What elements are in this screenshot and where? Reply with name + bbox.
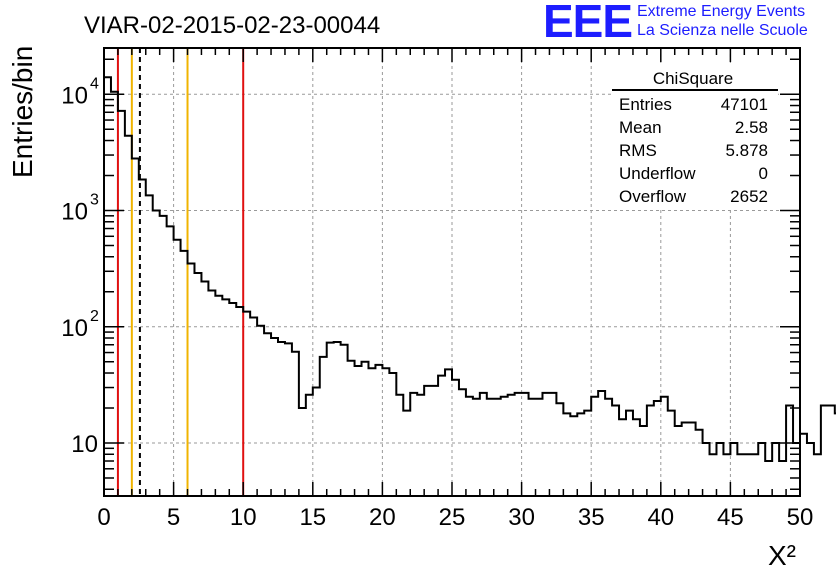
y-axis-label: Entries/bin — [7, 46, 38, 178]
x-tick-label: 30 — [508, 504, 535, 531]
x-tick-label: 10 — [230, 504, 257, 531]
stats-row-label: RMS — [619, 141, 657, 160]
x-tick-label: 5 — [167, 504, 180, 531]
histogram-step-line — [104, 76, 836, 463]
x-tick-label: 35 — [578, 504, 605, 531]
stats-row-value: 0 — [759, 164, 768, 183]
y-tick-label: 10 4 — [61, 75, 99, 109]
stats-box: ChiSquare Entries 47101 Mean 2.58 RMS 5.878 Un… — [612, 66, 778, 210]
y-tick-label-exponent: 3 — [90, 192, 99, 209]
x-tick-label: 15 — [299, 504, 326, 531]
stats-row-value: 5.878 — [725, 141, 768, 160]
x-tick-label: 40 — [647, 504, 674, 531]
stats-row-label: Overflow — [619, 187, 687, 206]
stats-row-value: 47101 — [721, 95, 768, 114]
y-tick-label-base: 10 — [61, 82, 88, 109]
x-tick-label: 50 — [787, 504, 814, 531]
y-tick-label: 10 3 — [61, 192, 99, 226]
y-tick-label-exponent: 4 — [90, 75, 99, 92]
y-tick-label-exponent: 2 — [90, 308, 99, 325]
stats-box-title: ChiSquare — [653, 69, 733, 88]
x-tick-label: 0 — [97, 504, 110, 531]
y-tick-label: 10 2 — [61, 308, 99, 342]
eee-logo-mark: EEE — [543, 0, 633, 47]
x-tick-label: 45 — [717, 504, 744, 531]
reference-lines — [116, 48, 245, 496]
x-tick-label: 25 — [439, 504, 466, 531]
chart-title: VIAR-02-2015-02-23-00044 — [84, 12, 380, 39]
x-axis-label: X² — [768, 540, 796, 571]
stats-row-label: Mean — [619, 118, 662, 137]
x-tick-labels: 0 5 10 15 20 25 30 35 40 45 50 — [97, 504, 813, 531]
y-tick-label: 10 — [71, 431, 98, 458]
logo-line-1: Extreme Energy Events — [637, 3, 806, 20]
y-tick-label-base: 10 — [61, 315, 88, 342]
y-tick-label-base: 10 — [71, 431, 98, 458]
stats-row-value: 2.58 — [735, 118, 768, 137]
x-tick-label: 20 — [369, 504, 396, 531]
logo-line-2: La Scienza nelle Scuole — [637, 22, 808, 39]
stats-row-value: 2652 — [730, 187, 768, 206]
axis-ticks — [103, 48, 801, 496]
y-tick-label-base: 10 — [61, 199, 88, 226]
stats-row-label: Underflow — [619, 164, 696, 183]
stats-row-label: Entries — [619, 95, 672, 114]
